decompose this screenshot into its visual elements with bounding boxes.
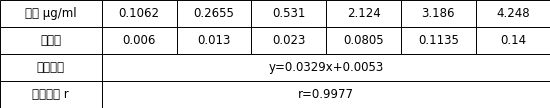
Text: y=0.0329x+0.0053: y=0.0329x+0.0053 [268, 61, 383, 74]
Bar [401, 27, 476, 54]
Bar [177, 0, 251, 27]
Text: 2.124: 2.124 [346, 7, 381, 20]
Bar [102, 0, 177, 27]
Bar [0, 0, 102, 27]
Text: 相关吸收 r: 相关吸收 r [32, 88, 69, 101]
Text: 回归方程: 回归方程 [37, 61, 65, 74]
Bar [102, 27, 177, 54]
Text: 3.186: 3.186 [422, 7, 455, 20]
Text: 0.2655: 0.2655 [194, 7, 234, 20]
Bar [102, 54, 550, 81]
Bar [326, 0, 401, 27]
Bar [0, 54, 102, 81]
Text: 0.14: 0.14 [500, 34, 526, 47]
Bar [251, 0, 326, 27]
Text: 0.531: 0.531 [272, 7, 305, 20]
Text: 峰面积: 峰面积 [40, 34, 62, 47]
Text: r=0.9977: r=0.9977 [298, 88, 354, 101]
Text: 0.0805: 0.0805 [343, 34, 384, 47]
Bar [251, 27, 326, 54]
Bar [476, 27, 550, 54]
Bar [177, 27, 251, 54]
Text: 4.248: 4.248 [496, 7, 530, 20]
Bar [0, 27, 102, 54]
Text: 浓度 μg/ml: 浓度 μg/ml [25, 7, 76, 20]
Bar [0, 81, 102, 108]
Text: 0.013: 0.013 [197, 34, 230, 47]
Text: 0.1135: 0.1135 [418, 34, 459, 47]
Text: 0.1062: 0.1062 [119, 7, 160, 20]
Text: 0.006: 0.006 [123, 34, 156, 47]
Bar [476, 0, 550, 27]
Text: 0.023: 0.023 [272, 34, 305, 47]
Bar [102, 81, 550, 108]
Bar [401, 0, 476, 27]
Bar [326, 27, 401, 54]
